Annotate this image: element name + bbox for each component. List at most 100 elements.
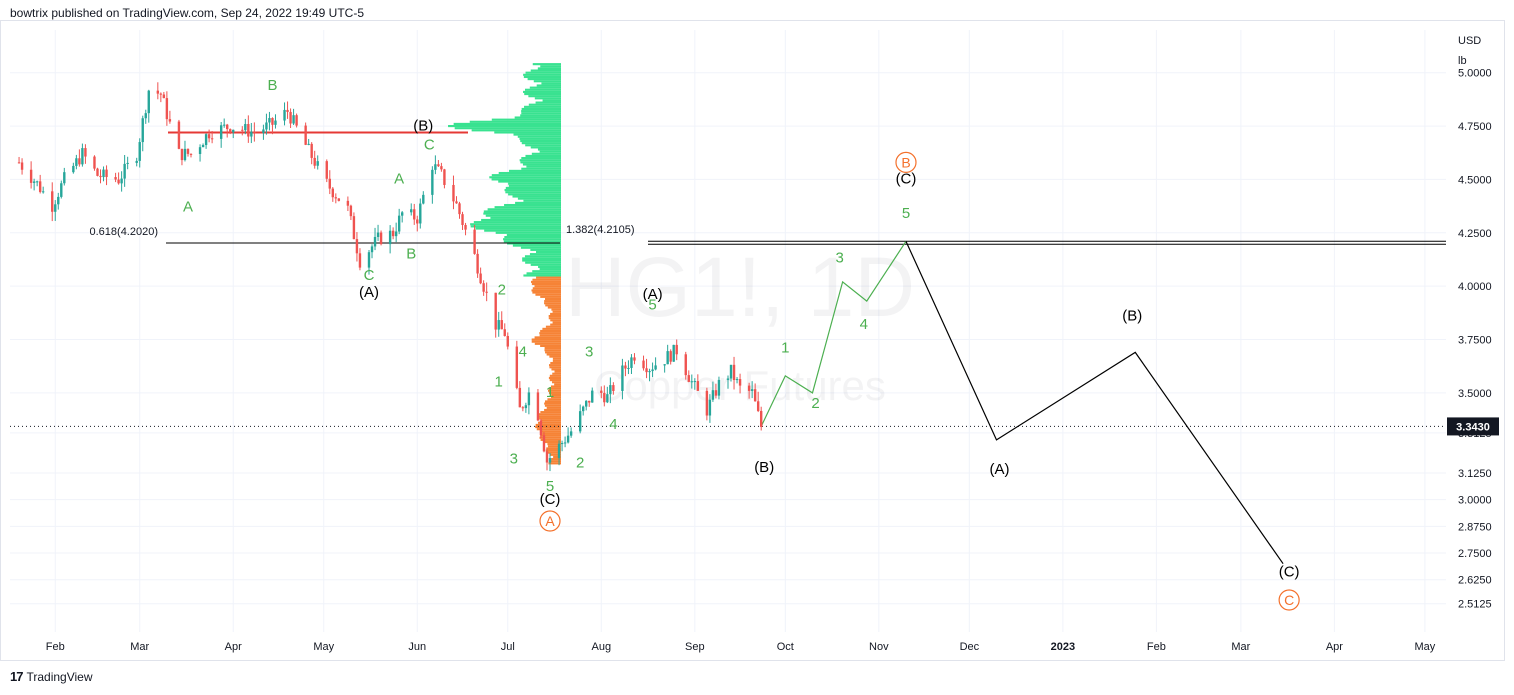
- profile-bar: [520, 114, 561, 117]
- candle-body: [84, 148, 87, 157]
- footer: 17 TradingView: [10, 669, 93, 684]
- profile-bar: [531, 152, 561, 155]
- profile-bar: [552, 321, 561, 324]
- wave-label: 3: [835, 250, 843, 267]
- candle-body: [506, 335, 509, 347]
- wave-label: C: [424, 137, 435, 154]
- wave-label: (B): [754, 459, 774, 476]
- profile-bar: [521, 142, 561, 145]
- profile-bar: [548, 376, 561, 380]
- black-projection-line: [905, 241, 1284, 565]
- profile-bar: [475, 227, 561, 230]
- x-tick-label: Mar: [1231, 641, 1250, 653]
- y-tick-label: 4.2500: [1458, 228, 1492, 240]
- wave-label: 2: [576, 455, 584, 472]
- candle-body: [539, 420, 543, 436]
- candle-body: [494, 292, 497, 330]
- profile-bar: [525, 144, 561, 147]
- candle-body: [105, 169, 108, 178]
- profile-bar: [512, 195, 561, 198]
- profile-bar: [540, 329, 561, 333]
- profile-bar: [547, 445, 561, 448]
- y-tick-label: 2.7500: [1458, 548, 1492, 560]
- profile-bar: [503, 240, 561, 243]
- tradingview-logo-icon: 17: [10, 669, 24, 684]
- last-price-tag: [1447, 417, 1499, 436]
- candle-body: [96, 168, 99, 176]
- profile-bar: [532, 63, 561, 66]
- candle-body: [337, 198, 341, 201]
- profile-bar: [540, 344, 561, 348]
- profile-bar: [522, 257, 561, 260]
- candle-body: [144, 113, 147, 119]
- candle-body: [262, 129, 265, 134]
- profile-bar: [535, 423, 561, 426]
- profile-bar: [549, 364, 561, 367]
- profile-bar: [548, 462, 561, 465]
- candle-body: [328, 178, 331, 189]
- candle-body: [253, 131, 256, 134]
- candle-body: [232, 129, 235, 133]
- profile-bar: [529, 253, 561, 256]
- wave-label: 3: [585, 344, 593, 361]
- candles: [17, 82, 763, 472]
- profile-bar: [533, 80, 561, 83]
- x-tick-label: Jun: [408, 641, 426, 653]
- profile-bar: [544, 402, 561, 405]
- candle-body: [708, 399, 712, 416]
- candle-body: [542, 435, 546, 452]
- profile-bar: [549, 453, 561, 456]
- time-axis: Feb Mar Apr May Jun Jul Aug Sep Oct Nov Dec 2023 Feb…: [46, 641, 1436, 653]
- wave-label: A: [394, 171, 404, 188]
- profile-bar: [506, 233, 561, 237]
- profile-bar: [508, 184, 561, 187]
- circled-label: C: [1284, 592, 1294, 608]
- candle-body: [413, 209, 416, 220]
- candle-body: [222, 124, 226, 126]
- candle-body: [600, 390, 603, 393]
- candle-body: [367, 252, 371, 268]
- profile-bar: [519, 137, 561, 140]
- candle-body: [458, 203, 461, 215]
- candle-body: [693, 381, 697, 383]
- wave-label: (C): [1279, 563, 1300, 580]
- profile-bar: [530, 263, 561, 266]
- candle-body: [289, 111, 292, 124]
- candle-body: [566, 435, 570, 443]
- candle-body: [521, 407, 525, 409]
- profile-bar: [509, 169, 561, 172]
- profile-bar: [521, 167, 561, 170]
- profile-bar: [531, 280, 561, 283]
- candle-body: [219, 125, 223, 139]
- profile-bar: [531, 338, 561, 341]
- profile-bar: [535, 101, 561, 104]
- profile-bar: [539, 334, 561, 337]
- profile-bar: [541, 419, 561, 422]
- profile-bar: [539, 150, 561, 153]
- circled-label: B: [901, 154, 910, 170]
- profile-bar: [491, 178, 561, 181]
- candle-body: [250, 131, 253, 137]
- profile-bar: [548, 314, 561, 318]
- profile-bar: [543, 440, 561, 444]
- circled-label-ring: [539, 510, 561, 532]
- profile-bar: [470, 223, 561, 226]
- profile-bar: [469, 120, 561, 123]
- profile-bar: [535, 293, 561, 296]
- profile-bar: [522, 259, 561, 262]
- candle-body: [147, 90, 150, 114]
- profile-bar: [483, 210, 561, 213]
- profile-bar: [550, 361, 561, 365]
- candle-body: [527, 392, 531, 406]
- profile-bar: [548, 391, 561, 394]
- candle-body: [346, 200, 350, 206]
- candle-body: [500, 320, 503, 330]
- chart-frame: [0, 20, 1505, 661]
- candle-body: [717, 379, 721, 396]
- candle-body: [204, 134, 208, 146]
- candle-body: [292, 115, 295, 124]
- last-price-label: 3.3430: [1456, 421, 1490, 433]
- circled-label: A: [545, 513, 555, 529]
